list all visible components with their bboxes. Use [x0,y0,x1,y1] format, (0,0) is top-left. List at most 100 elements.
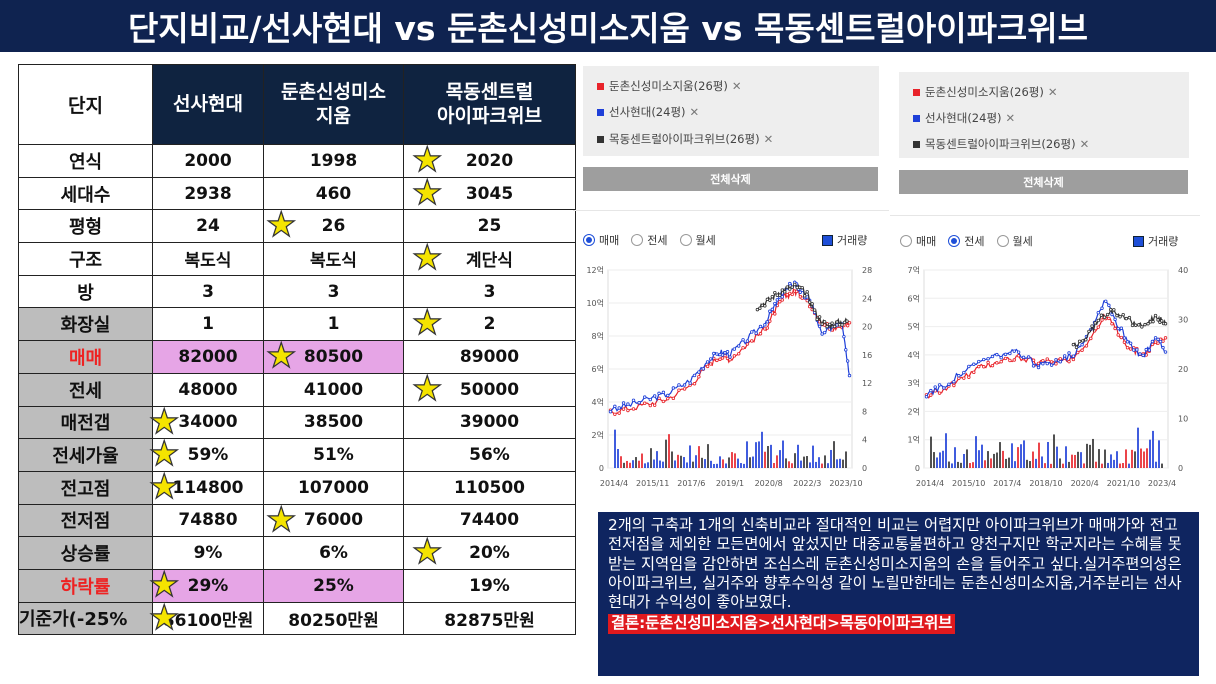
radio-label: 월세 [695,234,716,247]
divider [890,215,1200,216]
volume-bar [752,456,754,468]
data-point [982,365,986,369]
y2-tick-label: 30 [1178,316,1188,325]
remove-icon[interactable]: ✕ [1005,111,1016,125]
volume-bar [1155,461,1157,468]
cell-value: 6% [319,543,348,564]
cell-value: 25 [477,216,502,237]
cell-value: 74400 [459,510,520,531]
remove-icon[interactable]: ✕ [731,79,742,93]
data-point [1113,326,1117,331]
data-point [1045,357,1049,361]
cell-value: 24 [196,216,220,237]
legend-item[interactable]: 목동센트럴아이파크위브(26평) ✕ [913,136,1089,152]
volume-bar [704,459,706,468]
cell-value: 29% [187,575,229,596]
data-point [842,320,847,325]
data-point [666,393,670,398]
table-cell: 86100만원 ★ [148,600,264,636]
data-point [1127,315,1132,320]
data-point [822,330,827,335]
table-cell: 114800 ★ [148,469,264,505]
remove-icon[interactable]: ✕ [689,105,700,119]
data-point [830,321,834,325]
table-cell: 3 [152,274,264,309]
checkbox-icon[interactable] [822,234,833,246]
clear-all-button[interactable]: 전체삭제 [583,167,878,191]
legend-item[interactable]: 둔촌신성미소지움(26평) ✕ [913,84,1057,100]
volume-label: 거래량 [837,234,868,247]
radio-monthly[interactable] [679,234,692,246]
volume-bar [1074,454,1076,468]
data-point [1096,325,1100,329]
data-point [1128,341,1133,346]
legend-swatch [913,114,920,122]
header-cell: 목동센트럴 아이파크위브 [403,64,576,145]
volume-bar [939,452,941,468]
data-point [990,354,995,359]
data-point [1161,345,1165,350]
data-point [1119,326,1124,330]
volume-toggle[interactable]: 거래량 [1133,233,1178,249]
data-point [1160,319,1164,323]
legend-item[interactable]: 선사현대(24평) ✕ [597,104,699,120]
data-point [763,304,767,308]
data-point [1158,339,1163,344]
legend-item[interactable]: 목동센트럴아이파크위브(26평) ✕ [597,131,773,147]
remove-icon[interactable]: ✕ [763,132,774,146]
data-point [648,403,653,408]
radio-jeonse[interactable] [948,235,961,247]
y-tick-label: 6억 [592,364,604,374]
volume-bar [782,440,784,468]
volume-bar [674,460,676,468]
volume-bar [1080,452,1082,468]
remove-icon[interactable]: ✕ [1047,85,1058,99]
data-point [692,373,697,378]
x-tick-label: 2015/10 [952,479,985,488]
data-point [1128,347,1133,351]
table-cell: 38500 [263,405,404,440]
data-point [715,358,719,363]
data-point [1031,364,1036,368]
data-point [802,294,807,298]
data-point [1119,335,1124,340]
data-point [1156,318,1160,322]
volume-bar [740,463,742,468]
star-icon: ★ [411,172,443,213]
remove-icon[interactable]: ✕ [1079,137,1090,151]
data-point [608,409,613,414]
volume-toggle[interactable]: 거래량 [822,232,867,248]
clear-all-button[interactable]: 전체삭제 [899,170,1188,194]
cell-value: 3045 [465,183,514,204]
volume-bar [686,462,688,468]
data-point [1087,329,1091,334]
volume-bar [818,457,820,468]
volume-bar [728,457,730,468]
legend-label: 목동센트럴아이파크위브(26평) [925,137,1076,151]
volume-bar [1095,461,1097,468]
radio-jeonse[interactable] [631,234,644,246]
volume-bar [776,455,778,468]
data-point [1116,326,1120,331]
volume-bar [1077,451,1079,468]
volume-bar [1110,454,1112,468]
row-label: 매전갭 [18,405,153,440]
y2-tick-label: 40 [1178,266,1188,275]
data-point [999,356,1003,360]
y-tick-label: 12억 [586,265,604,275]
y2-tick-label: 12 [862,379,872,388]
legend-item[interactable]: 선사현대(24평) ✕ [913,110,1015,126]
volume-bar [1083,463,1085,468]
table-cell: 19% [403,568,576,603]
legend-item[interactable]: 둔촌신성미소지움(26평) ✕ [597,78,741,94]
volume-bar [963,453,965,468]
radio-sale[interactable] [583,234,595,246]
radio-monthly[interactable] [996,235,1009,247]
y-tick-label: 2억 [908,406,920,416]
checkbox-icon[interactable] [1133,235,1144,247]
volume-bar [836,459,838,468]
data-point [1107,303,1111,308]
data-point [643,395,647,399]
radio-sale[interactable] [900,235,912,247]
volume-bar [1128,463,1130,468]
